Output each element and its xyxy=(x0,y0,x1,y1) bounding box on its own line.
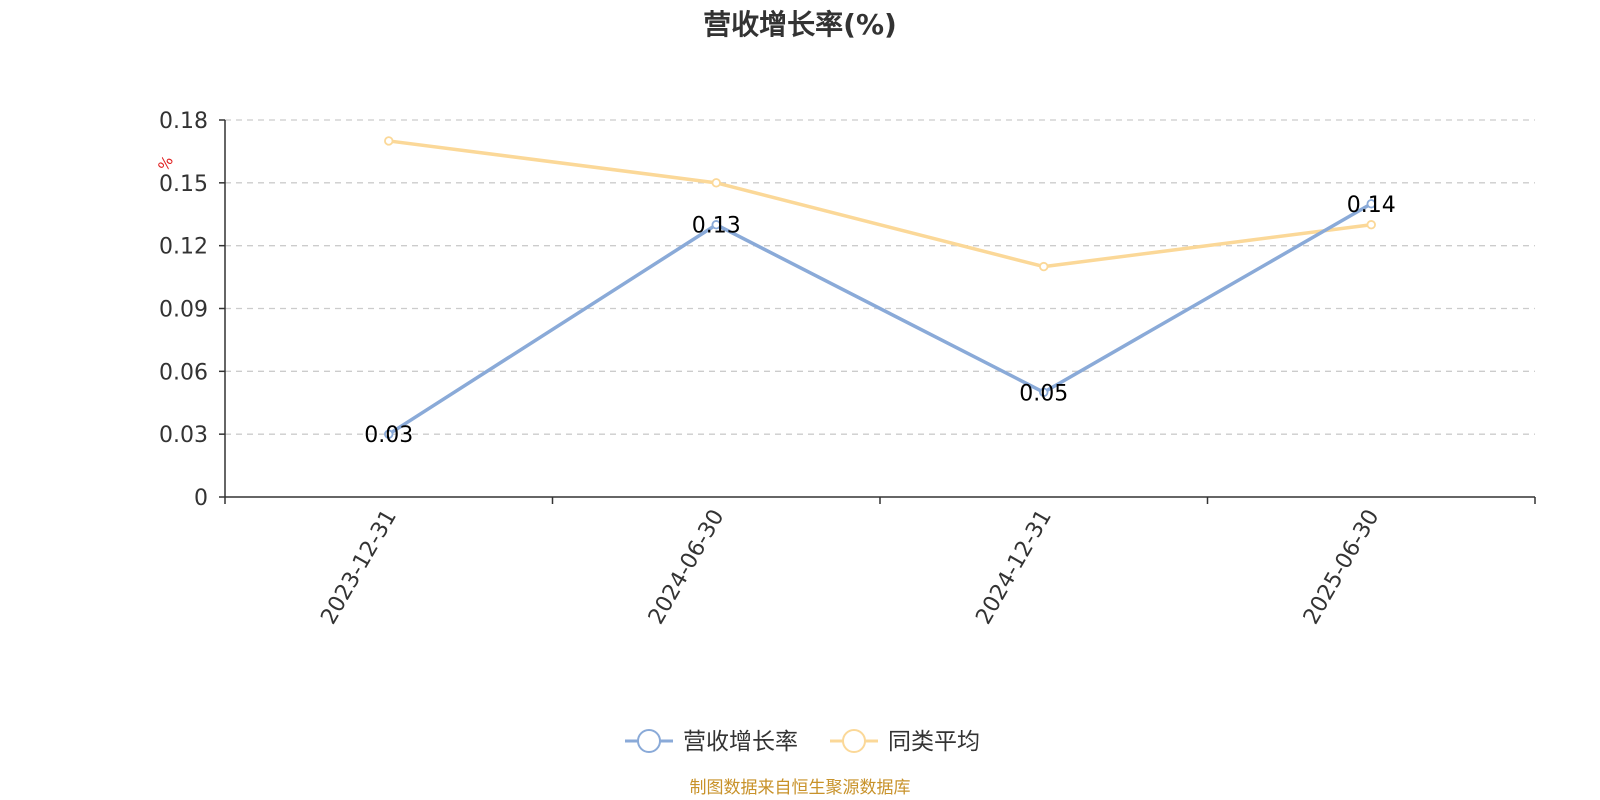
series-lines xyxy=(384,136,1376,439)
data-source-note: 制图数据来自恒生聚源数据库 xyxy=(690,778,911,798)
series-line xyxy=(387,202,1373,436)
data-labels: 0.03 0.13 0.05 0.14 xyxy=(364,193,1395,448)
data-point xyxy=(1366,199,1376,209)
data-point xyxy=(1366,220,1376,230)
axes: 0 0.03 0.06 0.09 0.12 0.15 0.18 2023-12-31 2024-… xyxy=(159,109,1536,629)
y-tick-label: 0.06 xyxy=(159,360,208,385)
data-point xyxy=(711,178,721,188)
y-tick-label: 0.12 xyxy=(159,235,208,260)
legend-label[interactable]: 营收增长率 xyxy=(683,729,798,755)
x-tick-label: 2024-06-30 xyxy=(644,506,730,629)
chart-title: 营收增长率(%) xyxy=(703,8,897,41)
x-tick-label: 2023-12-31 xyxy=(316,506,402,629)
x-tick-label: 2024-12-31 xyxy=(971,506,1057,629)
data-point xyxy=(1039,387,1049,397)
y-tick-label: 0.09 xyxy=(159,298,208,323)
data-label: 0.03 xyxy=(364,423,413,448)
x-tick-label: 2025-06-30 xyxy=(1299,506,1385,629)
data-point xyxy=(384,136,394,146)
data-label: 0.14 xyxy=(1347,193,1396,218)
data-label: 0.13 xyxy=(692,214,741,239)
data-point xyxy=(711,220,721,230)
y-tick-label: 0.18 xyxy=(159,109,208,134)
legend-label[interactable]: 同类平均 xyxy=(888,729,980,755)
data-point xyxy=(1039,261,1049,272)
series-line xyxy=(387,139,1373,269)
legend: 营收增长率 同类平均 xyxy=(625,729,980,755)
y-tick-label: 0 xyxy=(194,486,208,511)
legend-swatch-marker xyxy=(637,729,661,753)
y-tick-label: 0.15 xyxy=(159,172,208,197)
y-tick-label: 0.03 xyxy=(159,423,208,448)
data-label: 0.05 xyxy=(1019,381,1068,406)
grid-lines xyxy=(225,119,1535,435)
legend-swatch-marker xyxy=(842,729,866,753)
data-point xyxy=(384,429,394,439)
